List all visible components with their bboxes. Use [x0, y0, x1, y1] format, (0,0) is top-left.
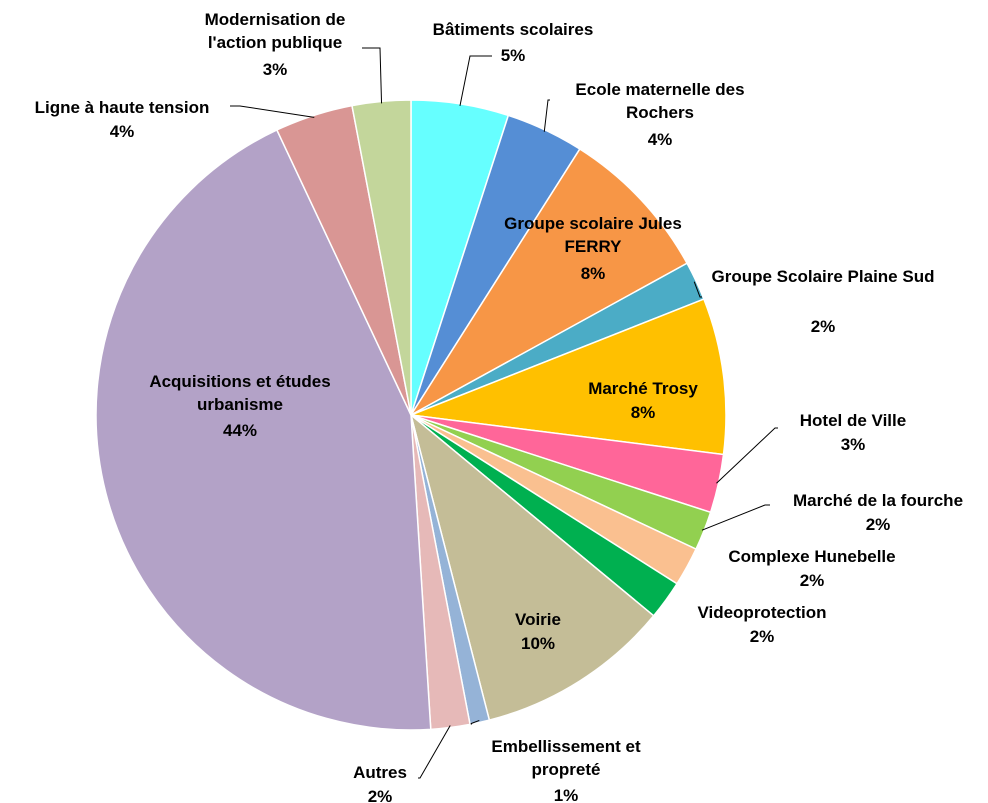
slice-value-label: 5%: [500, 46, 526, 65]
slice-label: Hotel de Ville: [799, 411, 907, 430]
leader-line: [230, 105, 315, 118]
slice-label: Groupe scolaire Jules FERRY: [504, 214, 682, 256]
slice-value-label: 8%: [630, 403, 656, 422]
leader-line: [543, 99, 550, 132]
slice-value-label: 4%: [109, 122, 135, 141]
slice-value-label: 10%: [520, 634, 556, 653]
slice-label: Complexe Hunebelle: [728, 547, 896, 566]
slice-label: Marché Trosy: [588, 379, 698, 398]
slice-value-label: 2%: [799, 571, 825, 590]
slice-value-label: 4%: [647, 130, 673, 149]
leader-line: [693, 281, 702, 298]
slice-label: Marché de la fourche: [792, 491, 964, 510]
slice-value-label: 8%: [580, 264, 606, 283]
slice-value-label: 3%: [262, 60, 288, 79]
slice-label: Embellissement et propreté: [491, 737, 641, 779]
leader-line: [418, 725, 451, 779]
slice-value-label: 2%: [865, 515, 891, 534]
slice-value-label: 2%: [810, 317, 836, 336]
pie-slice: [409, 412, 655, 722]
pie-slice: [410, 148, 689, 416]
leader-line: [701, 504, 770, 531]
slice-value-label: 2%: [367, 787, 393, 803]
slice-label: Ecole maternelle des Rochers: [575, 80, 745, 122]
pie-slice: [410, 298, 727, 456]
slice-value-label: 1%: [553, 786, 579, 803]
slice-label: Voirie: [515, 610, 561, 629]
slice-label: Videoprotection: [697, 603, 827, 622]
slice-value-label: 2%: [749, 627, 775, 646]
leader-line: [459, 55, 492, 106]
leader-line: [716, 427, 778, 484]
slice-label: Ligne à haute tension: [34, 98, 210, 117]
slice-label: Groupe Scolaire Plaine Sud: [711, 267, 935, 286]
slice-label: Modernisation de l'action publique: [204, 10, 346, 52]
leader-line: [362, 47, 383, 104]
slice-label: Bâtiments scolaires: [432, 20, 594, 39]
slice-label: Autres: [353, 763, 407, 782]
slice-value-label: 44%: [222, 421, 258, 440]
slice-value-label: 3%: [840, 435, 866, 454]
slice-label: Acquisitions et études urbanisme: [149, 372, 331, 414]
